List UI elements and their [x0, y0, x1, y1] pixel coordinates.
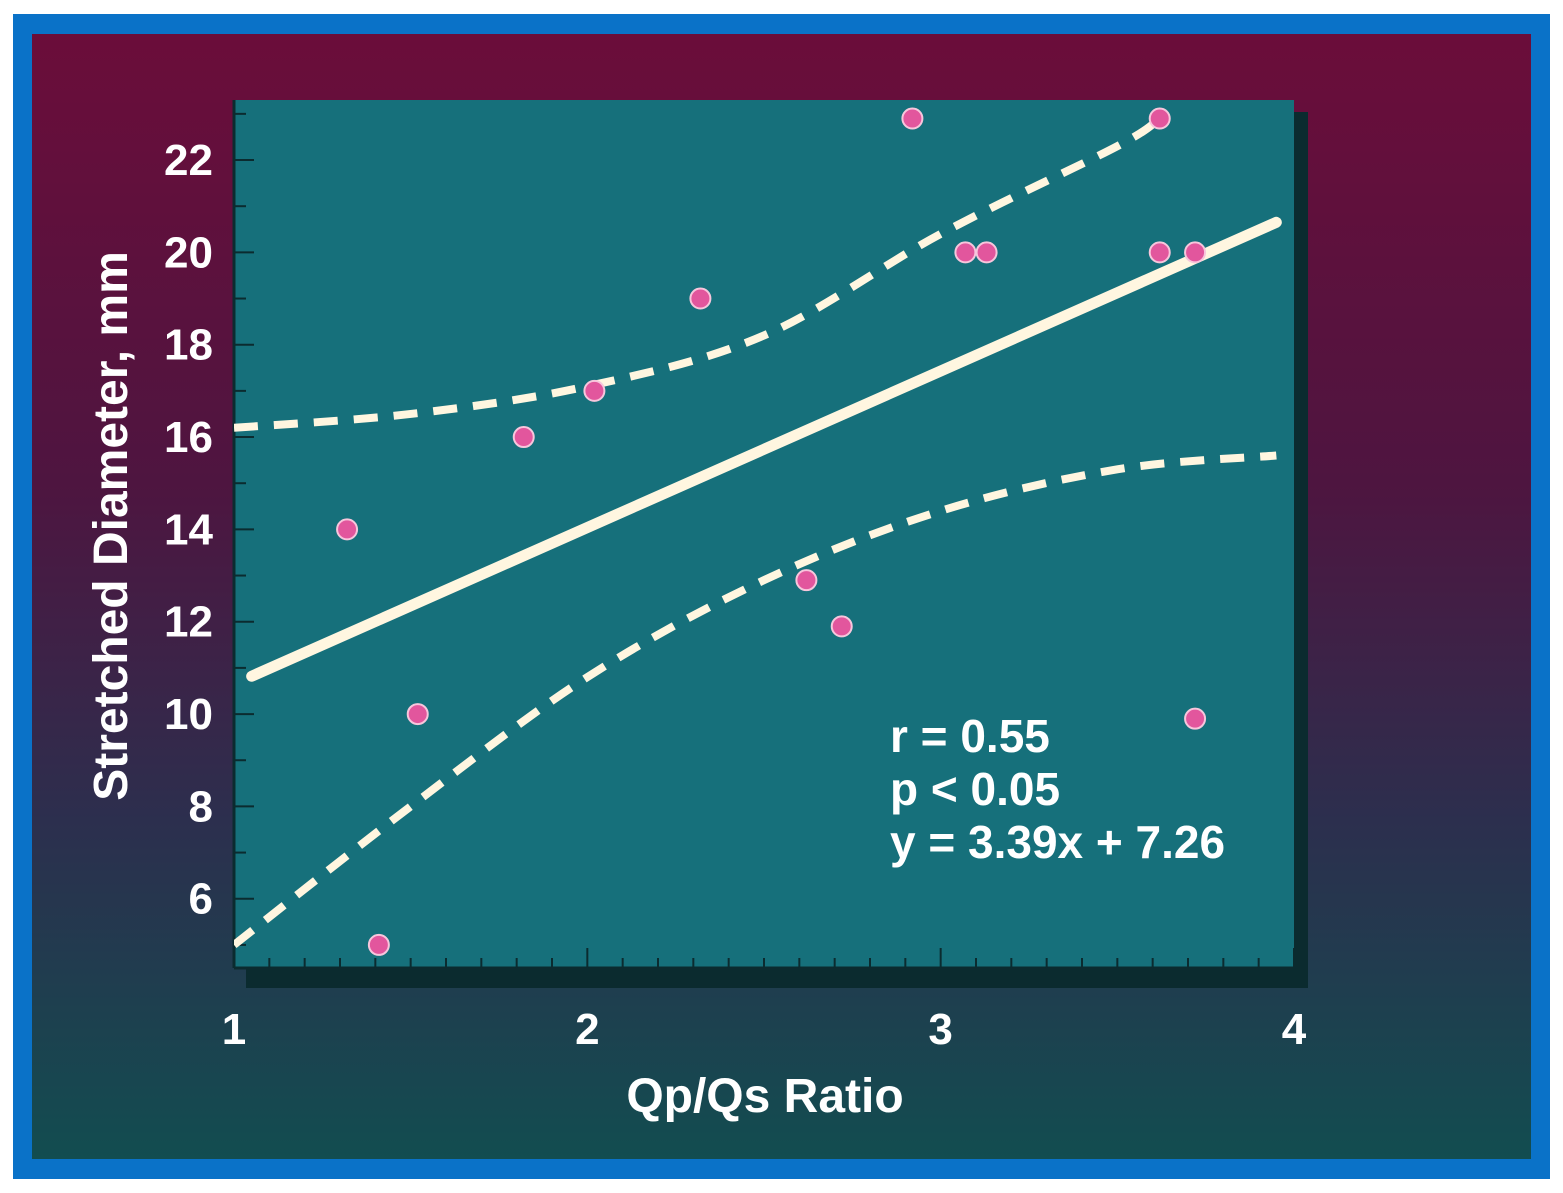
plot-area: [234, 100, 1294, 968]
y-tick-label: 18: [164, 321, 213, 370]
data-point: [830, 615, 853, 638]
y-tick-label: 14: [164, 505, 213, 554]
y-minor-ticks: [234, 112, 254, 946]
x-tick-labels: 1 2 3 4: [222, 1005, 1307, 1054]
lower-confidence-band: [234, 451, 1277, 949]
y-tick-label: 6: [189, 875, 213, 924]
data-point: [689, 287, 712, 310]
x-axis-title: Qp/Qs Ratio: [626, 1070, 903, 1123]
data-points: [336, 107, 1207, 956]
data-point: [1184, 707, 1207, 730]
data-point: [1148, 241, 1171, 264]
y-tick-label: 10: [164, 690, 213, 739]
x-minor-ticks: [233, 948, 1295, 968]
y-tick-label: 22: [164, 136, 213, 185]
data-point: [1148, 107, 1171, 130]
data-point: [512, 426, 535, 449]
y-tick-label: 12: [164, 598, 213, 647]
x-tick-label: 3: [928, 1005, 952, 1054]
stat-r-value: r = 0.55: [890, 710, 1050, 762]
data-point: [795, 569, 818, 592]
data-point: [583, 379, 606, 402]
data-point: [901, 107, 924, 130]
x-tick-label: 2: [575, 1005, 599, 1054]
stat-equation: y = 3.39x + 7.26: [890, 816, 1225, 868]
data-point: [367, 933, 390, 956]
data-point: [975, 241, 998, 264]
y-tick-label: 8: [189, 782, 213, 831]
data-point: [954, 241, 977, 264]
y-tick-labels: 6 8 10 12 14 16 18 20 22: [164, 136, 213, 924]
regression-line: [246, 216, 1282, 682]
x-tick-label: 4: [1282, 1005, 1307, 1054]
stat-p-value: p < 0.05: [890, 763, 1060, 815]
upper-confidence-band: [234, 115, 1163, 432]
data-point: [406, 703, 429, 726]
data-point: [336, 518, 359, 541]
y-tick-label: 20: [164, 228, 213, 277]
data-point: [1184, 241, 1207, 264]
y-tick-label: 16: [164, 413, 213, 462]
y-axis-title: Stretched Diameter, mm: [85, 251, 138, 801]
x-tick-label: 1: [222, 1005, 246, 1054]
